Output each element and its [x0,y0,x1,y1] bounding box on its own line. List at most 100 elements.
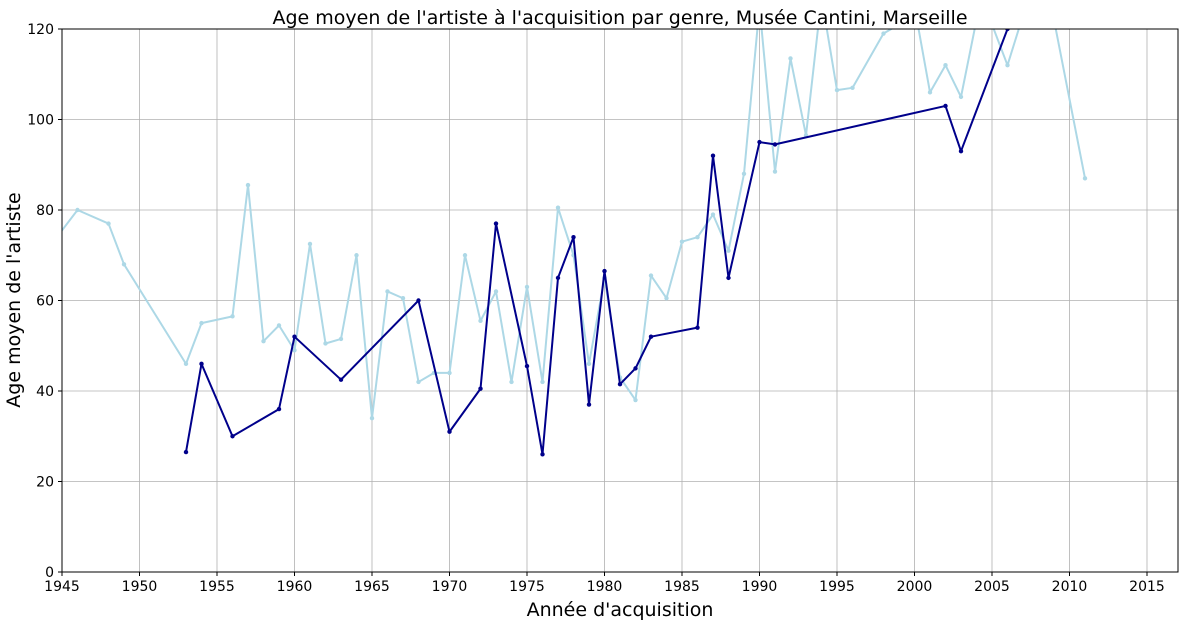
data-point [850,85,855,91]
x-tick-label: 2005 [974,579,1010,595]
data-point [633,397,638,403]
data-point [106,221,111,226]
data-point [292,348,297,353]
chart-title: Age moyen de l'artiste à l'acquisition p… [272,7,967,29]
y-tick-label: 60 [36,294,54,310]
data-point [478,386,483,391]
x-tick-label: 1980 [587,579,623,595]
data-point [183,361,189,367]
tick-layer: 1945 1950 1955 1960 1965 1970 1975 1980 1985 1990… [27,22,1165,595]
data-point [292,334,297,339]
data-point [586,361,592,367]
data-point [183,449,189,455]
data-point [230,434,235,439]
data-point [1082,176,1088,181]
data-point [524,363,530,369]
data-point [633,366,638,371]
data-point [943,103,948,109]
data-point [338,336,344,342]
data-point [772,169,778,174]
series-0 [62,29,1088,421]
x-tick-label: 2015 [1129,579,1165,595]
data-point [307,241,313,247]
data-point [524,284,530,290]
x-tick-label: 1950 [122,579,158,595]
data-point [648,273,654,278]
data-point [881,31,886,36]
data-point [75,207,80,213]
x-tick-label: 1965 [354,579,390,595]
data-point [679,239,685,244]
x-tick-label: 1985 [664,579,700,595]
data-point [245,182,251,188]
x-tick-label: 1945 [44,579,80,595]
x-tick-label: 1955 [199,579,235,595]
data-point [602,268,607,274]
y-tick-label: 20 [36,475,54,491]
y-tick-label: 0 [45,565,54,581]
data-point [400,296,406,301]
y-tick-label: 40 [36,384,54,400]
data-point [230,314,235,319]
data-point [493,221,499,226]
x-tick-label: 1990 [742,579,778,595]
data-point [958,148,964,154]
y-tick-label: 80 [36,203,54,219]
data-point [772,142,778,147]
data-point [586,402,592,407]
x-tick-label: 1970 [432,579,468,595]
data-point [416,298,421,303]
data-point [509,379,514,385]
x-tick-label: 1960 [277,579,313,595]
data-point [493,289,499,294]
data-point [695,325,700,330]
data-point [695,234,700,240]
y-tick-label: 120 [27,22,54,38]
y-tick-label: 100 [27,113,54,129]
data-point [664,296,669,301]
data-point [121,262,127,267]
data-point [943,62,948,68]
data-point [416,379,421,385]
data-point [648,334,654,339]
series-layer [62,29,1088,457]
data-point [462,253,468,258]
data-point [1005,29,1010,32]
data-point [540,379,545,385]
data-point [834,87,840,93]
data-point [710,153,716,158]
data-point [447,429,452,434]
data-point [927,90,933,95]
data-point [555,275,561,281]
data-point [199,320,204,326]
data-point [726,275,731,281]
data-point [741,171,747,176]
x-tick-label: 1995 [819,579,855,595]
data-point [788,56,793,61]
data-point [323,341,328,346]
data-point [710,212,716,217]
data-point [726,248,731,253]
data-point [555,205,561,210]
data-point [338,377,344,382]
data-point [447,370,452,376]
x-tick-label: 1975 [509,579,545,595]
data-point [1005,62,1010,68]
data-point [369,415,375,421]
data-point [199,361,204,367]
data-point [757,139,762,145]
data-point [571,234,576,240]
x-axis-label: Année d'acquisition [527,599,714,621]
data-point [478,318,483,324]
data-point [385,289,390,294]
data-point [958,94,964,100]
data-point [261,339,266,344]
plot-frame [61,28,1179,573]
y-axis-label: Age moyen de l'artiste [3,192,25,407]
x-tick-label: 2000 [897,579,933,595]
data-point [276,323,282,328]
data-point [276,406,282,412]
data-point [540,452,545,457]
